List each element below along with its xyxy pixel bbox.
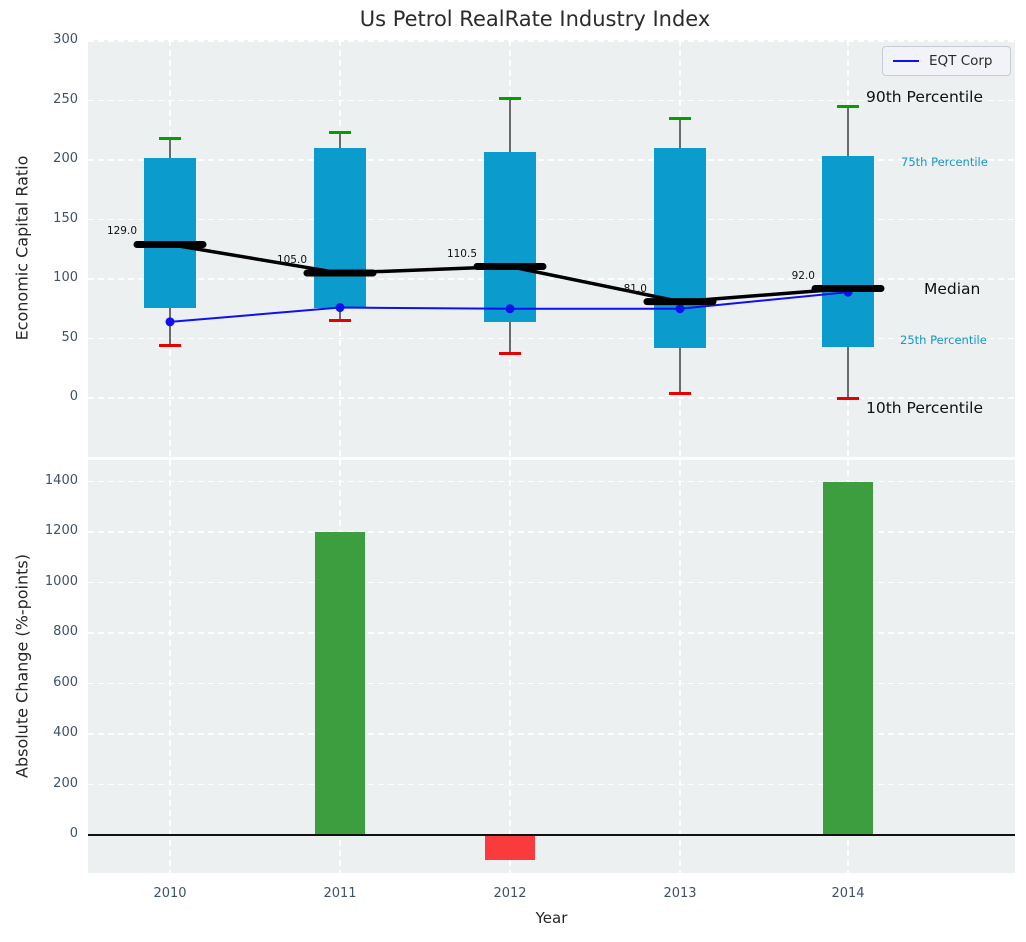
median-value-label: 105.0 (237, 254, 307, 266)
median-value-label: 92.0 (745, 270, 815, 282)
gridline-vertical (679, 460, 681, 873)
eqt-marker (166, 317, 175, 326)
x-tick-label: 2014 (813, 886, 883, 901)
y-tick-label: 0 (18, 389, 78, 404)
eqt-marker (336, 303, 345, 312)
figure: Us Petrol RealRate Industry Index Econom… (0, 0, 1026, 942)
top-y-axis-label: Economic Capital Ratio (13, 156, 32, 341)
gridline-horizontal (88, 733, 1015, 735)
y-tick-label: 100 (18, 270, 78, 285)
eqt-marker (506, 304, 515, 313)
bar-2012 (485, 835, 535, 860)
gridline-vertical (169, 460, 171, 873)
median-value-label: 129.0 (67, 225, 137, 237)
eqt-marker (676, 304, 685, 313)
y-tick-label: 600 (18, 675, 78, 690)
chart-title: Us Petrol RealRate Industry Index (50, 7, 1020, 31)
y-tick-label: 400 (18, 725, 78, 740)
y-tick-label: 50 (18, 330, 78, 345)
annotation-median: Median (924, 280, 980, 298)
gridline-horizontal (88, 683, 1015, 685)
legend-line-swatch (893, 60, 919, 62)
median-value-label: 110.5 (407, 248, 477, 260)
bar-2014 (823, 482, 873, 836)
x-tick-label: 2012 (475, 886, 545, 901)
annotation-p75: 75th Percentile (901, 155, 988, 169)
legend: EQT Corp (882, 46, 1011, 76)
y-tick-label: 800 (18, 624, 78, 639)
median-value-label: 81.0 (577, 283, 647, 295)
legend-label: EQT Corp (929, 53, 993, 69)
y-tick-label: 300 (18, 32, 78, 47)
annotation-p10: 10th Percentile (866, 399, 983, 417)
y-tick-label: 1200 (18, 523, 78, 538)
y-tick-label: 250 (18, 92, 78, 107)
gridline-horizontal (88, 481, 1015, 483)
annotation-p90: 90th Percentile (866, 88, 983, 106)
gridline-horizontal (88, 582, 1015, 584)
y-tick-label: 200 (18, 151, 78, 166)
x-tick-label: 2011 (305, 886, 375, 901)
gridline-horizontal (88, 531, 1015, 533)
bottom-plot-area (88, 460, 1015, 873)
x-tick-label: 2013 (645, 886, 715, 901)
y-tick-label: 1000 (18, 574, 78, 589)
x-tick-label: 2010 (135, 886, 205, 901)
y-tick-label: 1400 (18, 473, 78, 488)
annotation-p25: 25th Percentile (900, 333, 987, 347)
x-axis-label: Year (88, 909, 1015, 927)
gridline-horizontal (88, 632, 1015, 634)
y-tick-label: 150 (18, 211, 78, 226)
y-tick-label: 0 (18, 826, 78, 841)
gridline-vertical (509, 460, 511, 873)
bar-2011 (315, 532, 365, 835)
y-tick-label: 200 (18, 776, 78, 791)
zero-line (88, 834, 1015, 836)
gridline-horizontal (88, 784, 1015, 786)
